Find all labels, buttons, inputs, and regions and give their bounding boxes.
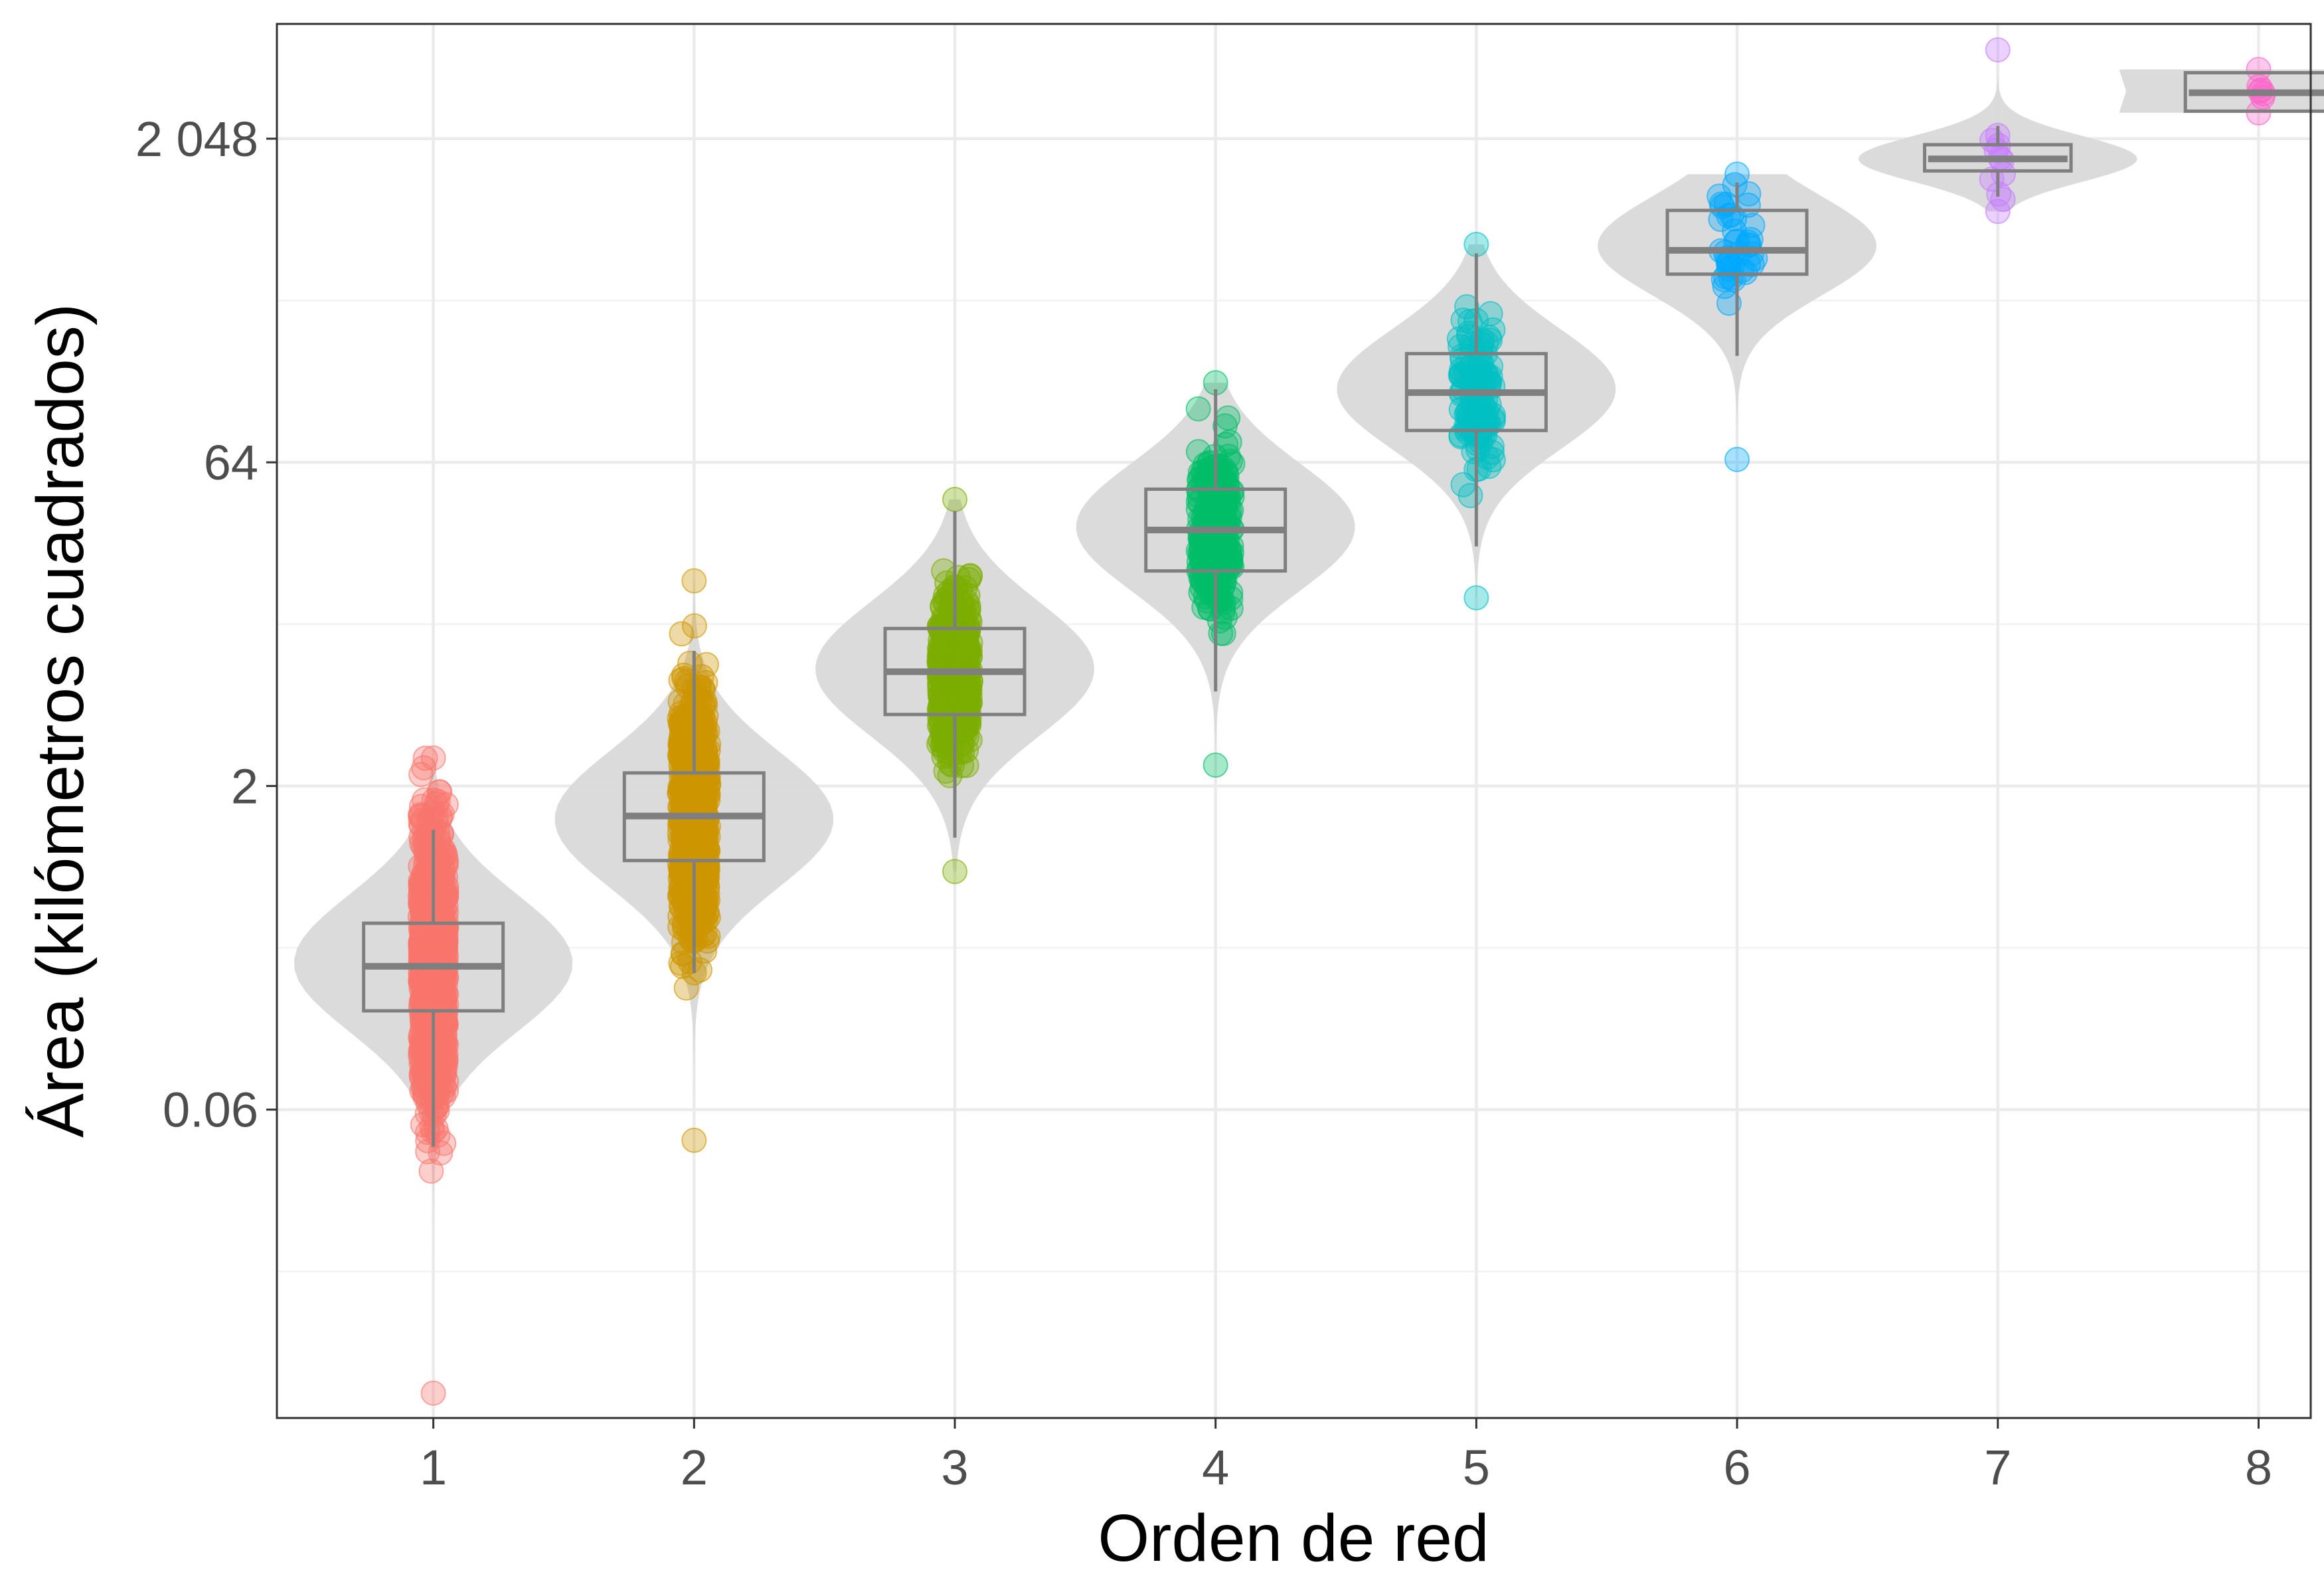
data-point-4 — [1185, 396, 1211, 422]
data-point-1 — [424, 804, 450, 830]
series-group-1 — [294, 745, 573, 1406]
data-point-3 — [942, 859, 967, 885]
data-point-1 — [424, 881, 450, 907]
data-point-1 — [424, 1079, 450, 1105]
data-point-2 — [687, 713, 712, 739]
data-point-2 — [681, 1127, 707, 1153]
data-point-2 — [681, 827, 707, 853]
chart-marks — [294, 37, 2324, 1406]
minor-gridlines — [277, 300, 2311, 1273]
data-point-4 — [1203, 753, 1228, 778]
y-tick-label: 2 048 — [135, 112, 258, 167]
data-point-1 — [410, 981, 436, 1007]
data-point-3 — [930, 642, 955, 668]
data-point-1 — [430, 857, 456, 883]
x-tick-label: 3 — [941, 1440, 968, 1495]
data-point-2 — [673, 739, 699, 764]
data-point-5 — [1463, 585, 1489, 611]
data-point-3 — [956, 596, 981, 622]
data-point-1 — [408, 811, 434, 837]
data-point-8 — [2246, 100, 2272, 126]
data-point-5 — [1448, 362, 1474, 388]
series-group-2 — [554, 568, 833, 1153]
data-point-1 — [411, 755, 437, 780]
data-point-4 — [1216, 429, 1242, 455]
x-tick-label: 1 — [420, 1440, 447, 1495]
data-point-1 — [427, 913, 452, 939]
x-tick-label: 6 — [1723, 1440, 1750, 1495]
y-tick-label: 0.06 — [163, 1083, 258, 1138]
data-point-3 — [952, 575, 978, 600]
data-point-6 — [1713, 191, 1739, 217]
data-point-1 — [433, 928, 459, 954]
data-point-3 — [931, 558, 957, 584]
data-point-1 — [430, 934, 456, 960]
data-point-6 — [1724, 446, 1750, 472]
x-tick-label: 4 — [1202, 1440, 1229, 1495]
data-point-4 — [1215, 405, 1241, 431]
data-point-2 — [681, 568, 707, 594]
data-point-1 — [412, 745, 438, 771]
x-axis-title: Orden de red — [1098, 1501, 1489, 1575]
data-point-7 — [1985, 37, 2011, 63]
data-point-2 — [695, 838, 721, 863]
data-point-2 — [677, 650, 703, 676]
data-point-1 — [418, 1099, 444, 1125]
data-point-7 — [1985, 199, 2011, 224]
data-point-1 — [428, 1053, 454, 1079]
data-point-2 — [677, 926, 703, 952]
data-point-2 — [669, 621, 695, 647]
data-point-1 — [420, 1380, 446, 1406]
data-point-2 — [693, 669, 718, 695]
data-point-5 — [1463, 232, 1489, 257]
y-tick-label: 2 — [231, 758, 258, 814]
data-point-1 — [408, 934, 434, 960]
data-point-1 — [420, 745, 446, 771]
data-point-8 — [2246, 56, 2272, 82]
data-point-4 — [1197, 571, 1222, 596]
data-point-2 — [691, 705, 716, 731]
data-point-1 — [408, 802, 433, 828]
data-point-3 — [942, 487, 967, 512]
y-axis-title: Área (kilómetros cuadrados) — [23, 304, 98, 1138]
x-tick-label: 8 — [2245, 1440, 2272, 1495]
data-point-2 — [673, 975, 699, 1001]
data-point-1 — [418, 1158, 444, 1184]
data-point-3 — [940, 752, 965, 778]
x-tick-label: 2 — [681, 1440, 708, 1495]
series-group-3 — [815, 487, 1094, 885]
data-point-5 — [1469, 327, 1495, 353]
data-point-2 — [691, 902, 716, 928]
x-tick-label: 7 — [1984, 1440, 2011, 1495]
data-point-2 — [681, 613, 707, 639]
y-tick-label: 64 — [204, 435, 258, 490]
x-tick-label: 5 — [1463, 1440, 1490, 1495]
data-point-5 — [1457, 483, 1483, 509]
